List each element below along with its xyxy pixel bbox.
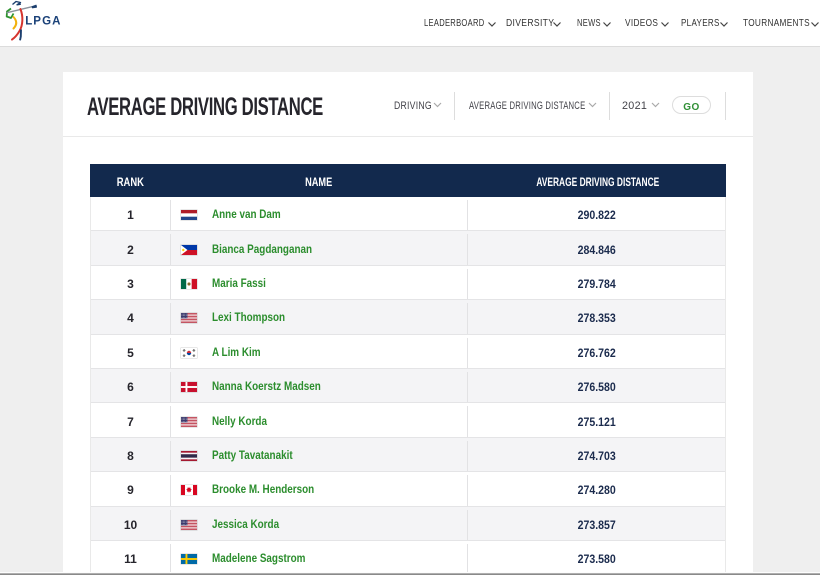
svg-text:LPGA: LPGA [25, 16, 61, 28]
